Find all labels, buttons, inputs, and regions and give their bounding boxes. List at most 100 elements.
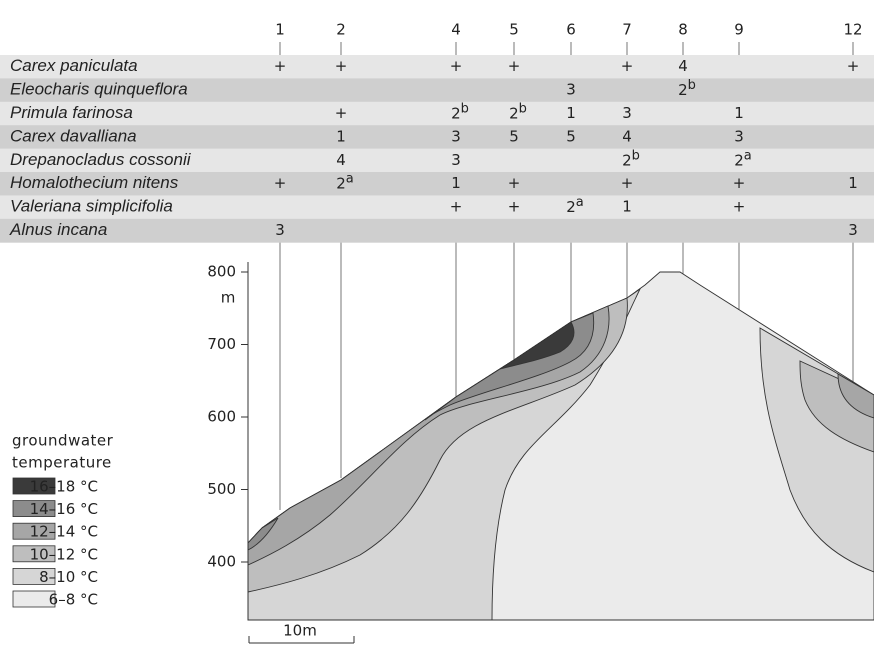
legend-label: 10–12 °C	[30, 545, 98, 563]
cell: 5	[566, 127, 576, 145]
cell: 2b	[678, 78, 696, 99]
legend-swatch	[12, 545, 56, 563]
cell: 4	[622, 127, 632, 145]
cell-value: 2	[678, 81, 688, 99]
cell: 4	[336, 151, 346, 169]
legend-label: 12–14 °C	[30, 523, 98, 541]
cell: 1	[848, 174, 858, 192]
zone-10-12-right	[799, 360, 874, 453]
cell-sup: b	[461, 101, 469, 116]
cell: 3	[451, 127, 461, 145]
cell-sup: b	[632, 148, 640, 163]
cell: +	[733, 198, 746, 216]
cell: 1	[336, 127, 346, 145]
cell: 3	[734, 127, 744, 145]
row-band	[0, 101, 874, 126]
row-band	[0, 55, 874, 79]
species-name: Drepanocladus cossonii	[10, 150, 192, 169]
scale-bar	[248, 636, 355, 644]
legend-label: 6–8 °C	[49, 591, 98, 609]
zone-16-18	[499, 321, 575, 370]
legend-label: 8–10 °C	[39, 568, 98, 586]
cell-value: 2	[451, 104, 461, 122]
column-header: 9	[734, 21, 744, 39]
species-name: Alnus incana	[9, 220, 107, 239]
cross-section	[247, 271, 874, 621]
cell: 1	[451, 174, 461, 192]
row-band	[0, 125, 874, 150]
y-tick-label: 800	[207, 263, 236, 281]
cell: 3	[566, 81, 576, 99]
cell-value: 2	[734, 151, 744, 169]
cell-sup: b	[688, 78, 696, 93]
legend-label: 14–16 °C	[30, 500, 98, 518]
row-band	[0, 172, 874, 196]
cell: 2a	[336, 171, 354, 192]
cell: 5	[509, 127, 519, 145]
cell: 2b	[622, 148, 640, 169]
cell: 1	[734, 104, 744, 122]
y-tick-label: 500	[207, 480, 236, 498]
species-name: Eleocharis quinqueflora	[10, 80, 188, 99]
column-header: 4	[451, 21, 461, 39]
cell-sup: a	[744, 148, 752, 163]
cell: +	[508, 174, 521, 192]
legend-title: groundwater	[12, 432, 114, 450]
column-header: 2	[336, 21, 346, 39]
zone-14-16-left	[247, 517, 279, 551]
column-header: 7	[622, 21, 632, 39]
legend-title: temperature	[12, 454, 112, 472]
cell: +	[335, 104, 348, 122]
legend-swatch	[12, 522, 56, 540]
cell-value: 2	[566, 198, 576, 216]
cell: 2b	[509, 101, 527, 122]
cell: 1	[566, 104, 576, 122]
cell: +	[450, 57, 463, 75]
y-unit: m	[221, 289, 236, 307]
cell: 2a	[566, 195, 584, 216]
column-header: 8	[678, 21, 688, 39]
species-name: Carex davalliana	[10, 126, 137, 145]
scale-label: 10m	[283, 622, 317, 640]
row-band	[0, 78, 874, 103]
column-header: 12	[843, 21, 862, 39]
cell: +	[621, 174, 634, 192]
column-header: 6	[566, 21, 576, 39]
y-tick-label: 600	[207, 408, 236, 426]
cell: +	[733, 174, 746, 192]
cell-sup: b	[519, 101, 527, 116]
legend-label: 16–18 °C	[30, 478, 98, 496]
cell: 2a	[734, 148, 752, 169]
cell: 3	[622, 104, 632, 122]
column-header: 5	[509, 21, 519, 39]
cell: 3	[848, 221, 858, 239]
cell: 3	[451, 151, 461, 169]
cell: +	[274, 174, 287, 192]
cell-value: 2	[336, 174, 346, 192]
y-tick-label: 700	[207, 335, 236, 353]
cell: +	[274, 57, 287, 75]
species-name: Homalothecium nitens	[10, 173, 179, 192]
legend-swatch	[12, 477, 56, 495]
cell-value: 2	[622, 151, 632, 169]
row-band	[0, 148, 874, 173]
cell: +	[335, 57, 348, 75]
y-tick-label: 400	[207, 553, 236, 571]
cell: 3	[275, 221, 285, 239]
cell-sup: a	[576, 195, 584, 210]
column-header: 1	[275, 21, 285, 39]
legend-swatch	[12, 568, 56, 585]
cell: +	[508, 198, 521, 216]
cell: +	[621, 57, 634, 75]
legend-swatch	[12, 590, 56, 608]
cell: 1	[622, 198, 632, 216]
species-name: Carex paniculata	[10, 56, 138, 75]
y-axis-ticks: 800 700 600 500 400	[207, 263, 248, 571]
legend-swatch	[12, 500, 56, 518]
species-name: Valeriana simplicifolia	[10, 197, 173, 216]
row-band	[0, 195, 874, 220]
cell: +	[847, 57, 860, 75]
species-name: Primula farinosa	[10, 103, 133, 122]
cell: 4	[678, 57, 688, 75]
